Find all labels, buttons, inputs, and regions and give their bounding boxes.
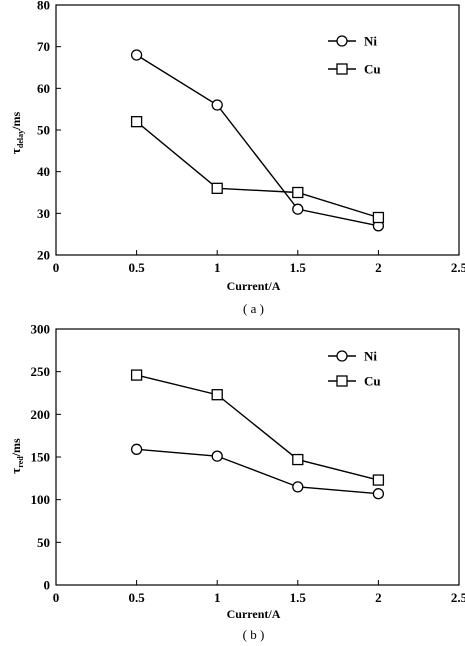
y-axis-title-b: τred/ms	[8, 438, 25, 474]
data-point-ni-a-1	[211, 99, 223, 111]
y-tick-label-b-3: 150	[31, 450, 51, 465]
data-point-cu-b-0	[130, 369, 143, 381]
series-line-cu-a	[136, 121, 379, 219]
legend-label-ni-a: Ni	[364, 34, 377, 49]
data-point-cu-a-1	[211, 182, 223, 194]
x-tick-label-b-0: 0	[53, 590, 60, 605]
x-tick-label-b-3: 1.5	[290, 590, 307, 605]
series-line-ni-b	[136, 448, 379, 495]
data-point-cu-b-3	[372, 474, 385, 486]
y-tick-label-a-0: 20	[37, 248, 50, 263]
panel-caption-a: ( a )	[243, 301, 264, 316]
y-tick-label-b-2: 100	[31, 492, 51, 507]
data-point-ni-b-1	[211, 450, 223, 462]
data-point-ni-b-3	[372, 488, 385, 500]
legend-marker-ni-b	[336, 350, 348, 362]
data-point-ni-b-0	[130, 443, 143, 455]
plot-frame-a	[55, 4, 460, 256]
y-tick-label-a-2: 40	[37, 164, 50, 179]
y-tick-label-b-1: 50	[37, 535, 50, 550]
data-point-cu-a-0	[130, 116, 143, 128]
series-line-ni-a	[136, 54, 379, 227]
data-point-cu-a-3	[372, 211, 385, 224]
legend-marker-cu-b	[336, 375, 348, 387]
y-tick-label-a-6: 80	[37, 0, 50, 13]
panel-caption-b: ( b )	[243, 627, 265, 642]
series-line-cu-b	[136, 374, 379, 481]
plot-frame-b	[55, 328, 460, 586]
x-tick-label-a-5: 2.5	[451, 260, 465, 275]
y-tick-label-b-5: 250	[31, 364, 51, 379]
x-tick-label-b-4: 2	[375, 590, 382, 605]
x-axis-title-b: Current/A	[227, 607, 281, 621]
legend-marker-ni-a	[336, 35, 348, 47]
y-tick-label-a-3: 50	[37, 123, 50, 138]
chart-panel-b: 0 0.5 1 1.5 2 2.5 0 50 100 150 200 250 300 Current/A τ…	[8, 322, 465, 643]
data-point-ni-a-2	[292, 203, 304, 215]
x-tick-label-b-5: 2.5	[451, 590, 465, 605]
legend-marker-cu-a	[336, 63, 348, 75]
data-point-ni-a-0	[130, 49, 143, 61]
data-point-cu-b-1	[211, 389, 223, 401]
x-tick-label-a-3: 1.5	[290, 260, 307, 275]
x-tick-label-a-4: 2	[375, 260, 382, 275]
x-tick-label-a-2: 1	[214, 260, 221, 275]
x-tick-label-a-1: 0.5	[128, 260, 145, 275]
data-point-cu-b-2	[292, 453, 304, 466]
data-point-cu-a-2	[292, 186, 304, 199]
y-tick-label-a-1: 30	[37, 206, 50, 221]
legend-label-cu-b: Cu	[364, 374, 381, 389]
data-point-ni-b-2	[292, 481, 304, 493]
y-axis-title-a: τdelay/ms	[8, 112, 25, 155]
y-tick-label-b-4: 200	[31, 407, 51, 422]
y-tick-label-b-6: 300	[31, 322, 51, 337]
x-axis-title-a: Current/A	[227, 279, 281, 293]
legend-label-cu-a: Cu	[364, 62, 381, 77]
y-tick-label-b-0: 0	[44, 578, 51, 593]
x-tick-label-b-2: 1	[214, 590, 221, 605]
y-tick-label-a-5: 70	[37, 39, 50, 54]
legend-label-ni-b: Ni	[364, 349, 377, 364]
chart-panel-a: 0 0.5 1 1.5 2 2.5 20 30 40 50 60 70 80 Current/A τdela…	[8, 0, 465, 316]
x-tick-label-b-1: 0.5	[128, 590, 145, 605]
y-tick-label-a-4: 60	[37, 81, 50, 96]
x-tick-label-a-0: 0	[53, 260, 60, 275]
